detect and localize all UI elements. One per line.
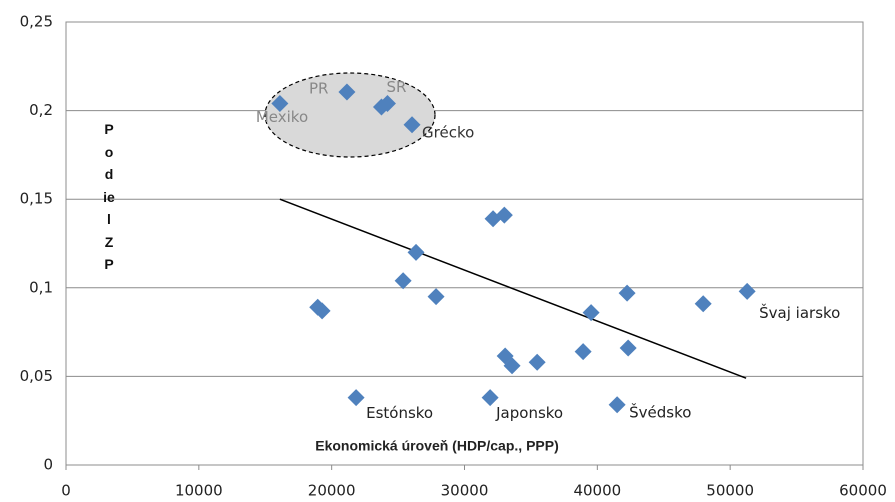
y-axis-label: Podiel ZP	[103, 121, 115, 272]
x-tick-label: 30000	[441, 482, 489, 500]
data-point	[271, 95, 289, 113]
data-point	[378, 95, 396, 113]
point-label: Japonsko	[495, 404, 563, 422]
y-tick-label: 0,05	[20, 367, 53, 385]
point-label: PR	[309, 79, 328, 97]
data-point	[528, 353, 546, 371]
x-tick-label: 60000	[839, 482, 887, 500]
y-tick-label: 0,15	[20, 190, 53, 208]
plot-frame	[65, 21, 864, 466]
data-point	[338, 83, 356, 101]
y-tick-label: 0,1	[29, 278, 53, 296]
data-point	[407, 243, 425, 261]
data-point	[495, 206, 513, 224]
data-point	[394, 272, 412, 290]
point-label: Švaj iarsko	[759, 303, 840, 322]
data-point	[403, 116, 421, 134]
data-point	[503, 357, 521, 375]
data-point	[618, 284, 636, 302]
point-label: Estónsko	[366, 404, 433, 422]
data-point	[481, 389, 499, 407]
y-tick-label: 0,2	[29, 101, 53, 119]
point-label: Mexiko	[256, 108, 308, 126]
point-label: Švédsko	[629, 402, 691, 421]
x-tick-label: 10000	[175, 482, 223, 500]
data-point	[574, 343, 592, 361]
x-tick-label: 40000	[573, 482, 621, 500]
data-point	[694, 295, 712, 313]
data-point	[738, 282, 756, 300]
highlight-ellipse	[264, 72, 436, 158]
data-point	[313, 302, 331, 320]
point-label: SR	[386, 78, 406, 96]
x-tick-label: 50000	[706, 482, 754, 500]
y-tick-label: 0,25	[20, 13, 53, 31]
x-tick-label: 20000	[308, 482, 356, 500]
trend-line	[279, 198, 747, 379]
data-point	[427, 288, 445, 306]
data-point	[582, 304, 600, 322]
data-point	[619, 339, 637, 357]
y-tick-label: 0	[43, 456, 53, 474]
data-point	[608, 396, 626, 414]
point-label: Grécko	[422, 123, 474, 141]
data-point	[347, 389, 365, 407]
x-axis-label: Ekonomická úroveň (HDP/cap., PPP)	[315, 438, 559, 454]
x-tick-label: 0	[61, 482, 71, 500]
